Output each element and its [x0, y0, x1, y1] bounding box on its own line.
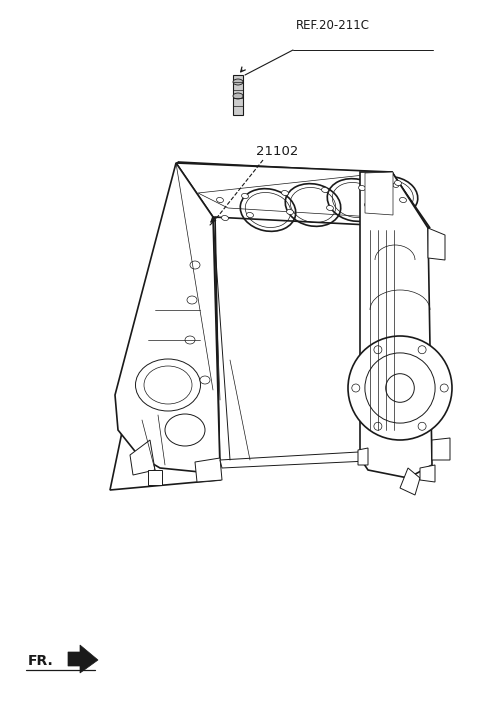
- Ellipse shape: [216, 198, 224, 203]
- Polygon shape: [68, 645, 98, 673]
- Ellipse shape: [326, 205, 334, 211]
- Ellipse shape: [359, 185, 365, 190]
- Ellipse shape: [135, 359, 201, 411]
- Polygon shape: [233, 75, 243, 115]
- Ellipse shape: [418, 346, 426, 354]
- Polygon shape: [360, 172, 432, 478]
- Polygon shape: [428, 228, 445, 260]
- Polygon shape: [358, 448, 368, 465]
- Ellipse shape: [399, 198, 407, 203]
- Ellipse shape: [386, 183, 392, 188]
- Ellipse shape: [233, 93, 243, 99]
- Ellipse shape: [247, 213, 253, 218]
- Polygon shape: [148, 470, 162, 485]
- Ellipse shape: [395, 180, 401, 185]
- Ellipse shape: [187, 296, 197, 304]
- Polygon shape: [432, 438, 450, 460]
- Ellipse shape: [190, 261, 200, 269]
- Polygon shape: [195, 458, 222, 482]
- Ellipse shape: [379, 183, 385, 188]
- Polygon shape: [198, 172, 422, 220]
- Polygon shape: [115, 163, 220, 472]
- Ellipse shape: [374, 346, 382, 354]
- Ellipse shape: [386, 374, 414, 402]
- Text: REF.20-211C: REF.20-211C: [296, 19, 370, 32]
- Polygon shape: [365, 172, 393, 215]
- Polygon shape: [400, 468, 420, 495]
- Text: 21102: 21102: [256, 145, 299, 158]
- Ellipse shape: [241, 193, 249, 198]
- Ellipse shape: [440, 384, 448, 392]
- Ellipse shape: [364, 203, 372, 208]
- Ellipse shape: [165, 414, 205, 446]
- Ellipse shape: [322, 188, 328, 193]
- Ellipse shape: [352, 384, 360, 392]
- Ellipse shape: [393, 183, 399, 188]
- Ellipse shape: [200, 376, 210, 384]
- Ellipse shape: [233, 79, 243, 85]
- Ellipse shape: [222, 216, 228, 221]
- Polygon shape: [176, 163, 428, 228]
- Ellipse shape: [287, 210, 293, 215]
- Ellipse shape: [374, 422, 382, 430]
- Ellipse shape: [282, 190, 288, 195]
- Ellipse shape: [418, 422, 426, 430]
- Ellipse shape: [348, 336, 452, 440]
- Polygon shape: [220, 448, 430, 468]
- Polygon shape: [420, 465, 435, 482]
- Ellipse shape: [185, 336, 195, 344]
- Text: FR.: FR.: [28, 654, 54, 668]
- Polygon shape: [178, 162, 430, 228]
- Ellipse shape: [372, 183, 378, 188]
- Polygon shape: [110, 162, 220, 490]
- Polygon shape: [130, 440, 155, 475]
